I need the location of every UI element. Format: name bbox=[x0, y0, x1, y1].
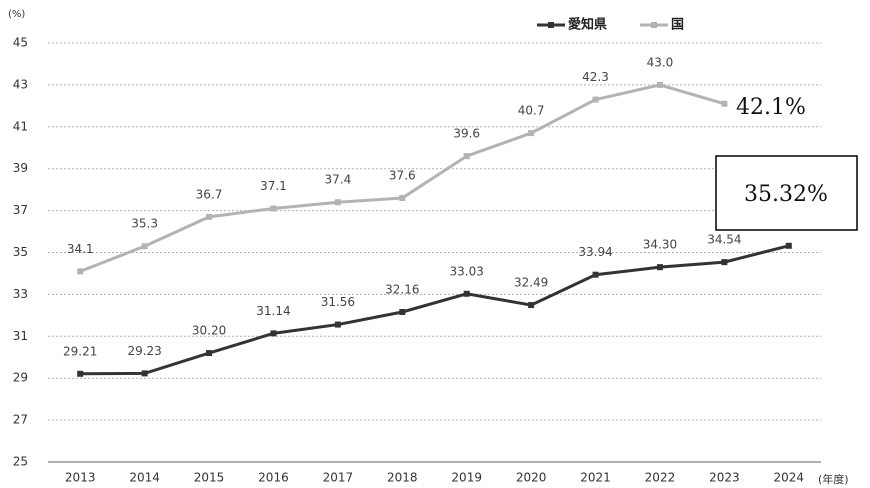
y-tick-label: 25 bbox=[13, 455, 28, 469]
value-label: 29.23 bbox=[127, 344, 161, 358]
point-marker bbox=[528, 302, 535, 309]
value-label: 39.6 bbox=[453, 127, 480, 141]
value-label: 29.21 bbox=[63, 344, 97, 358]
value-label: 42.1% bbox=[736, 95, 806, 120]
point-marker bbox=[528, 130, 535, 137]
value-label: 37.4 bbox=[325, 173, 352, 187]
value-label: 35.32% bbox=[744, 182, 828, 207]
point-marker bbox=[141, 243, 148, 250]
y-tick-label: 41 bbox=[13, 119, 28, 133]
y-tick-label: 45 bbox=[13, 36, 28, 50]
point-marker bbox=[721, 259, 728, 266]
point-marker bbox=[206, 350, 213, 357]
point-marker bbox=[463, 290, 470, 297]
y-unit: (%) bbox=[8, 9, 25, 20]
point-marker bbox=[270, 330, 277, 337]
value-label: 31.14 bbox=[256, 304, 290, 318]
x-tick-label: 2013 bbox=[65, 471, 96, 485]
point-marker bbox=[270, 205, 277, 212]
point-marker bbox=[656, 264, 663, 271]
x-unit: (年度) bbox=[818, 472, 849, 486]
value-label: 34.54 bbox=[707, 233, 741, 247]
callout-box bbox=[715, 155, 858, 231]
point-marker bbox=[77, 370, 84, 377]
x-tick-label: 2014 bbox=[129, 471, 160, 485]
value-label: 34.30 bbox=[643, 238, 677, 252]
point-marker bbox=[141, 370, 148, 377]
value-label: 36.7 bbox=[196, 187, 223, 201]
y-tick-label: 29 bbox=[13, 371, 28, 385]
value-label: 33.94 bbox=[578, 245, 612, 259]
x-tick-label: 2019 bbox=[451, 471, 482, 485]
point-marker bbox=[334, 321, 341, 328]
point-marker bbox=[785, 242, 792, 249]
point-marker bbox=[206, 213, 213, 220]
y-tick-label: 33 bbox=[13, 287, 28, 301]
x-tick-label: 2020 bbox=[516, 471, 547, 485]
x-tick-label: 2018 bbox=[387, 471, 418, 485]
x-tick-label: 2016 bbox=[258, 471, 289, 485]
value-label: 34.1 bbox=[67, 242, 94, 256]
point-marker bbox=[656, 81, 663, 88]
value-label: 32.49 bbox=[514, 276, 548, 290]
x-tick-label: 2022 bbox=[645, 471, 676, 485]
point-marker bbox=[463, 153, 470, 160]
series-line bbox=[80, 244, 790, 376]
x-tick-label: 2015 bbox=[194, 471, 225, 485]
value-label: 37.1 bbox=[260, 179, 287, 193]
point-marker bbox=[721, 100, 728, 107]
legend-label: 国 bbox=[671, 18, 684, 33]
x-tick-label: 2024 bbox=[774, 471, 805, 485]
point-marker bbox=[77, 268, 84, 275]
y-tick-label: 31 bbox=[13, 329, 28, 343]
point-marker bbox=[399, 308, 406, 315]
legend-label: 愛知県 bbox=[568, 17, 607, 33]
y-tick-label: 35 bbox=[13, 245, 28, 259]
point-marker bbox=[592, 271, 599, 278]
x-tick-label: 2017 bbox=[323, 471, 354, 485]
x-tick-label: 2023 bbox=[709, 471, 740, 485]
value-label: 32.16 bbox=[385, 282, 419, 296]
y-tick-label: 37 bbox=[13, 203, 28, 217]
point-marker bbox=[399, 195, 406, 202]
value-label: 40.7 bbox=[518, 104, 545, 118]
y-tick-label: 43 bbox=[13, 77, 28, 91]
value-label: 37.6 bbox=[389, 169, 416, 183]
legend-marker bbox=[548, 22, 554, 28]
value-label: 42.3 bbox=[582, 70, 609, 84]
legend-marker bbox=[651, 22, 657, 28]
point-marker bbox=[592, 96, 599, 103]
value-label: 30.20 bbox=[192, 324, 226, 338]
point-marker bbox=[334, 199, 341, 206]
value-label: 35.3 bbox=[131, 217, 158, 231]
value-label: 43.0 bbox=[647, 55, 674, 69]
x-tick-label: 2021 bbox=[580, 471, 611, 485]
value-label: 33.03 bbox=[450, 264, 484, 278]
y-tick-label: 27 bbox=[13, 413, 28, 427]
value-label: 31.56 bbox=[321, 295, 355, 309]
y-tick-label: 39 bbox=[13, 161, 28, 175]
